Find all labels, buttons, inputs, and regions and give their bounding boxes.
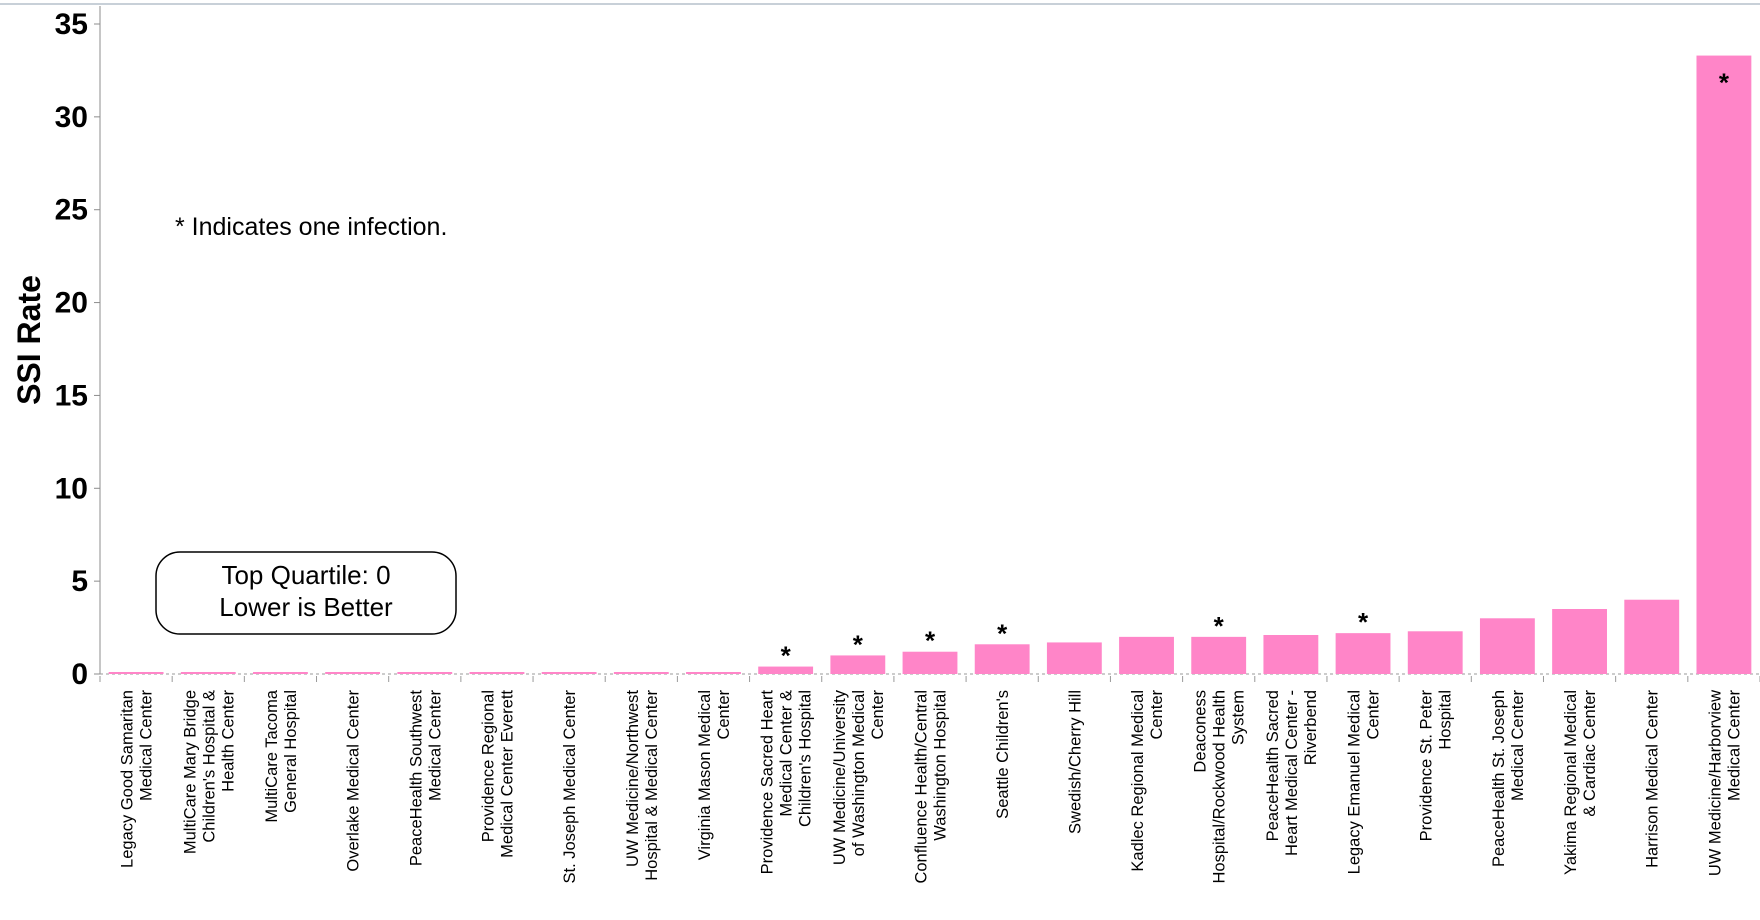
- x-tick-label-20-0: Yakima Regional Medical: [1562, 690, 1580, 875]
- bar-20: [1552, 609, 1607, 674]
- bar-0: [108, 672, 164, 674]
- y-tick-label-1: 5: [71, 565, 88, 598]
- x-tick-label-18-0: Providence St. Peter: [1418, 689, 1436, 841]
- one-infection-marker-12: *: [997, 618, 1008, 648]
- bar-1: [180, 672, 236, 674]
- x-tick-label-17-1: Center: [1365, 690, 1383, 740]
- x-tick-label-6-0: St. Joseph Medical Center: [561, 689, 579, 883]
- x-tick-label-16-0: PeaceHealth Sacred: [1264, 690, 1282, 841]
- x-tick-label-14-1: Center: [1148, 690, 1166, 740]
- bar-17: [1335, 633, 1391, 674]
- x-tick-label-7-0: UW Medicine/Northwest: [624, 690, 642, 867]
- x-tick-label-21-0: Harrison Medical Center: [1644, 690, 1662, 868]
- x-tick-label-22-0: UW Medicine/Harborview: [1706, 690, 1724, 876]
- x-tick-label-22-1: Medical Center: [1725, 689, 1743, 800]
- y-tick-label-2: 10: [55, 472, 88, 505]
- x-tick-label-20-1: & Cardiac Center: [1581, 690, 1599, 817]
- bar-12: [974, 644, 1030, 674]
- one-infection-marker-9: *: [781, 641, 792, 671]
- y-tick-label-6: 30: [55, 101, 88, 134]
- x-tick-label-8-0: Virginia Mason Medical: [696, 690, 714, 860]
- bar-9: [758, 666, 814, 674]
- bar-16: [1263, 635, 1319, 674]
- x-tick-label-1-0: MultiCare Mary Bridge: [181, 690, 199, 854]
- x-tick-label-5-1: Medical Center Everett: [498, 690, 516, 858]
- bar-10: [830, 655, 886, 674]
- bar-13: [1046, 642, 1102, 674]
- x-tick-label-10-1: of Washington Medical: [850, 690, 868, 856]
- x-tick-label-2-1: General Hospital: [282, 690, 300, 813]
- bar-3: [325, 672, 381, 674]
- bar-2: [253, 672, 308, 674]
- x-tick-label-1-2: Health Center: [219, 690, 237, 792]
- bar-8: [686, 672, 741, 674]
- x-tick-label-16-1: Heart Medical Center -: [1283, 690, 1301, 856]
- lower-is-better-text: Lower is Better: [219, 592, 393, 622]
- x-tick-label-0-1: Medical Center: [138, 689, 156, 800]
- x-tick-label-10-0: UW Medicine/University: [831, 689, 849, 865]
- bar-4: [397, 672, 453, 674]
- x-tick-label-16-2: Riverbend: [1302, 690, 1320, 765]
- bar-7: [613, 672, 669, 674]
- one-infection-marker-10: *: [853, 629, 864, 659]
- x-tick-label-18-1: Hospital: [1437, 690, 1455, 750]
- y-axis-label: SSI Rate: [11, 275, 47, 405]
- x-tick-label-0-0: Legacy Good Samaritan: [119, 690, 137, 868]
- bar-21: [1624, 599, 1680, 674]
- bar-19: [1479, 618, 1535, 674]
- bar-18: [1407, 631, 1463, 674]
- bar-15: [1191, 636, 1247, 674]
- y-tick-label-7: 35: [55, 8, 88, 41]
- y-tick-label-5: 25: [55, 194, 88, 227]
- x-tick-label-15-1: Hospital/Rockwood Health: [1211, 690, 1229, 884]
- x-tick-label-2-0: MultiCare Tacoma: [263, 689, 281, 822]
- x-tick-label-5-0: Providence Regional: [479, 690, 497, 842]
- bar-14: [1119, 636, 1174, 674]
- x-tick-label-19-0: PeaceHealth St. Joseph: [1490, 690, 1508, 867]
- bar-22: [1696, 55, 1752, 675]
- x-tick-label-19-1: Medical Center: [1509, 689, 1527, 800]
- x-tick-label-4-1: Medical Center: [426, 689, 444, 800]
- y-tick-label-3: 15: [55, 379, 88, 412]
- one-infection-marker-11: *: [925, 626, 936, 656]
- x-tick-label-11-1: Washington Hospital: [932, 690, 950, 841]
- bar-11: [902, 651, 958, 674]
- y-tick-label-4: 20: [55, 287, 88, 320]
- top-quartile-text: Top Quartile: 0: [221, 560, 390, 590]
- x-tick-label-15-2: System: [1230, 690, 1248, 745]
- x-tick-label-3-0: Overlake Medical Center: [345, 690, 363, 872]
- y-tick-label-0: 0: [71, 658, 88, 691]
- x-tick-label-17-0: Legacy Emanuel Medical: [1346, 690, 1364, 874]
- x-tick-label-12-0: Seattle Children's: [994, 690, 1012, 819]
- infection-note: * Indicates one infection.: [175, 213, 447, 241]
- x-tick-label-14-0: Kadlec Regional Medical: [1129, 690, 1147, 872]
- x-tick-label-9-2: Children's Hospital: [797, 690, 815, 827]
- top-quartile-box-frame: [155, 551, 457, 635]
- one-infection-marker-15: *: [1214, 611, 1225, 641]
- top-quartile-box: Top Quartile: 0 Lower is Better: [155, 551, 457, 635]
- bar-6: [541, 672, 597, 674]
- one-infection-marker-22: *: [1719, 68, 1730, 98]
- x-tick-label-9-0: Providence Sacred Heart: [759, 690, 777, 875]
- x-tick-label-15-0: Deaconess: [1192, 690, 1210, 773]
- x-tick-label-9-1: Medical Center &: [778, 690, 796, 817]
- x-tick-label-1-1: Children's Hospital &: [200, 690, 218, 843]
- one-infection-marker-17: *: [1358, 607, 1369, 637]
- x-tick-label-8-1: Center: [715, 690, 733, 740]
- x-tick-label-11-0: Confluence Health/Central: [913, 690, 931, 884]
- x-tick-label-7-1: Hospital & Medical Center: [643, 689, 661, 880]
- x-tick-label-13-0: Swedish/Cherry Hill: [1066, 690, 1084, 834]
- x-tick-label-4-0: PeaceHealth Southwest: [407, 690, 425, 867]
- x-tick-label-10-2: Center: [869, 690, 887, 740]
- bar-5: [469, 672, 525, 674]
